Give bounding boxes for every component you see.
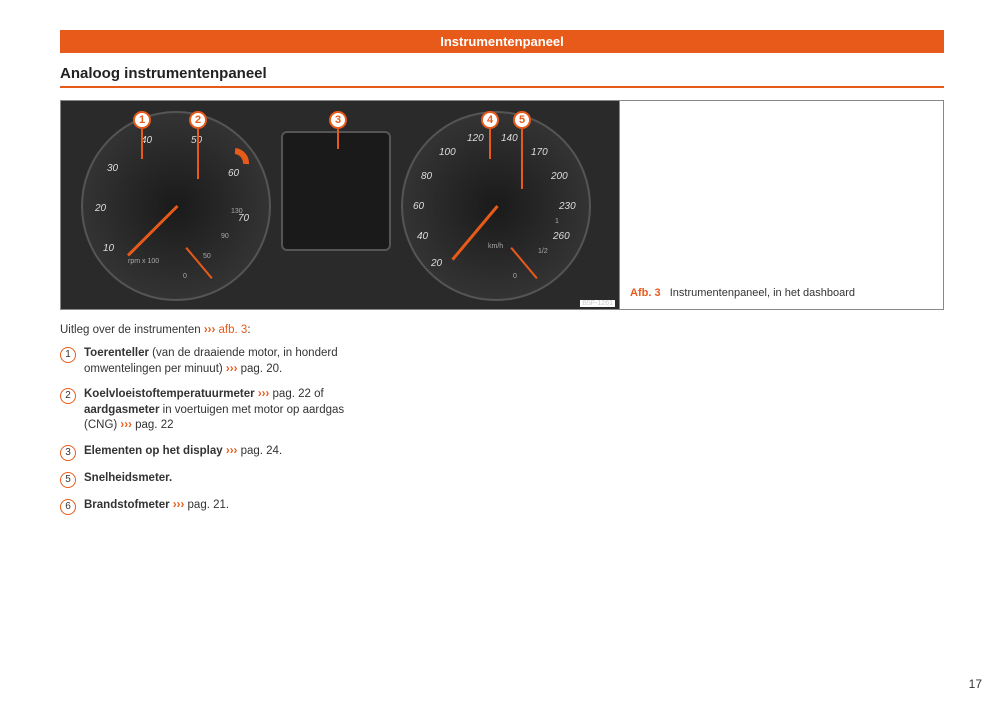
legend-item-2: 2 Koelvloeistoftemperatuurmeter ››› pag.… [60,387,360,434]
caption-label: Afb. 3 [630,287,661,299]
coolant-0: 0 [183,273,187,280]
speed-140: 140 [501,133,518,144]
chapter-header: Instrumentenpaneel [60,30,944,53]
fuel-0: 0 [513,273,517,280]
callout-2: 2 [189,111,207,129]
legend-6-bold: Brandstofmeter [84,499,173,511]
tacho-tick-20: 20 [95,203,106,214]
speed-170: 170 [531,147,548,158]
legend-text-2: Koelvloeistoftemperatuurmeter ››› pag. 2… [84,387,360,434]
legend-num-2: 2 [60,388,76,404]
legend-item-6: 6 Brandstofmeter ››› pag. 21. [60,498,360,515]
legend-2-arrows2: ››› [120,419,132,431]
figure-caption: Afb. 3 Instrumentenpaneel, in het dashbo… [620,279,865,309]
speed-unit: km/h [488,243,503,250]
speed-120: 120 [467,133,484,144]
callout-5: 5 [513,111,531,129]
speed-20: 20 [431,258,442,269]
callout-1-line [141,129,143,159]
legend-3-page: pag. 24. [237,445,282,457]
fuel-1: 1 [555,218,559,225]
callout-4-line [489,129,491,159]
tacho-unit: rpm x 100 [128,258,159,265]
legend-1-arrows: ››› [226,363,238,375]
coolant-needle [185,247,212,279]
callout-4: 4 [481,111,499,129]
callout-3-line [337,129,339,149]
speed-40: 40 [417,231,428,242]
legend-num-1: 1 [60,347,76,363]
legend-text-1: Toerenteller (van de draaiende motor, in… [84,346,360,377]
coolant-50: 50 [203,253,211,260]
legend-5-bold: Snelheidsmeter. [84,472,172,484]
callout-5-line [521,129,523,189]
legend-num-6: 6 [60,499,76,515]
legend-list: 1 Toerenteller (van de draaiende motor, … [60,346,360,515]
tacho-needle [127,205,179,257]
fuel-half: 1/2 [538,248,548,255]
legend-2-t1: pag. 22 of [269,388,323,400]
speed-230: 230 [559,201,576,212]
instrument-panel-image: 10 20 30 40 50 60 70 rpm x 100 0 50 90 1… [60,100,620,310]
coolant-90: 90 [221,233,229,240]
intro-prefix: Uitleg over de instrumenten [60,324,204,336]
callout-3: 3 [329,111,347,129]
intro-arrows: ››› [204,324,216,336]
legend-text-6: Brandstofmeter ››› pag. 21. [84,498,229,515]
tacho-redzone [213,142,255,184]
callout-1: 1 [133,111,151,129]
legend-3-arrows: ››› [226,445,238,457]
legend-1-page: pag. 20. [237,363,282,375]
legend-item-5: 5 Snelheidsmeter. [60,471,360,488]
speed-200: 200 [551,171,568,182]
speedometer-gauge: 20 40 60 80 100 120 140 170 200 230 260 … [401,111,591,301]
legend-3-bold: Elementen op het display [84,445,226,457]
legend-num-3: 3 [60,445,76,461]
legend-2-arrows1: ››› [258,388,270,400]
legend-item-3: 3 Elementen op het display ››› pag. 24. [60,444,360,461]
center-display [281,131,391,251]
speed-260: 260 [553,231,570,242]
legend-num-5: 5 [60,472,76,488]
legend-6-page: pag. 21. [184,499,229,511]
page-number: 17 [969,677,982,691]
intro-ref: afb. 3 [219,324,248,336]
section-title: Analoog instrumentenpaneel [60,61,944,88]
legend-6-arrows: ››› [173,499,185,511]
tachometer-gauge: 10 20 30 40 50 60 70 rpm x 100 0 50 90 1… [81,111,271,301]
intro-text: Uitleg over de instrumenten ››› afb. 3: [60,324,944,336]
caption-text-value: Instrumentenpaneel, in het dashboard [670,287,855,299]
coolant-130: 130 [231,208,243,215]
tacho-tick-30: 30 [107,163,118,174]
figure-caption-box: Afb. 3 Instrumentenpaneel, in het dashbo… [620,100,944,310]
speed-100: 100 [439,147,456,158]
callout-2-line [197,129,199,179]
intro-suffix: : [247,324,250,336]
legend-2-bold1: Koelvloeistoftemperatuurmeter [84,388,258,400]
legend-2-bold2: aardgasmeter [84,404,159,416]
speed-60: 60 [413,201,424,212]
legend-text-5: Snelheidsmeter. [84,471,172,488]
figure-row: 10 20 30 40 50 60 70 rpm x 100 0 50 90 1… [60,100,944,310]
speed-80: 80 [421,171,432,182]
legend-text-3: Elementen op het display ››› pag. 24. [84,444,282,461]
legend-item-1: 1 Toerenteller (van de draaiende motor, … [60,346,360,377]
legend-2-page: pag. 22 [132,419,174,431]
tacho-tick-10: 10 [103,243,114,254]
image-code: B5F-1261 [580,300,615,307]
speed-needle [451,205,498,261]
legend-1-bold: Toerenteller [84,347,149,359]
